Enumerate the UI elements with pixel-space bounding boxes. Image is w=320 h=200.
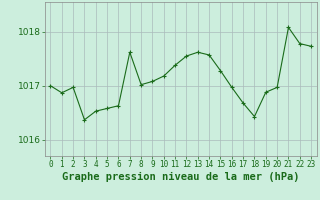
X-axis label: Graphe pression niveau de la mer (hPa): Graphe pression niveau de la mer (hPa) <box>62 172 300 182</box>
